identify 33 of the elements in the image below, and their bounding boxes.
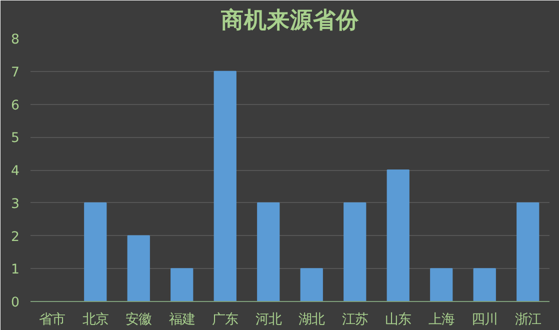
bar: [344, 202, 366, 302]
y-tick-label: 8: [11, 32, 20, 48]
x-tick-label: 山东: [385, 312, 412, 328]
x-tick-label: 广东: [212, 312, 238, 328]
x-tick-label: 安徽: [126, 312, 152, 328]
x-tick-label: 北京: [82, 312, 108, 328]
x-tick-label: 上海: [428, 312, 454, 328]
bar: [257, 202, 280, 302]
y-tick-label: 1: [11, 262, 20, 278]
bar: [214, 70, 236, 302]
x-tick-label: 省市: [39, 312, 66, 328]
chart-title: 商机来源省份: [220, 6, 360, 34]
x-tick-label: 福建: [168, 312, 195, 328]
bar: [473, 268, 496, 302]
bar: [84, 202, 107, 302]
y-tick-label: 7: [11, 65, 20, 80]
bar: [170, 268, 194, 302]
y-tick-label: 4: [11, 164, 20, 179]
x-tick-label: 浙江: [514, 312, 541, 328]
bar: [386, 170, 410, 302]
y-tick-label: 5: [11, 131, 20, 146]
bar: [127, 235, 150, 302]
x-tick-label: 江苏: [342, 312, 368, 328]
y-tick-label: 2: [11, 230, 20, 245]
x-tick-label: 河北: [255, 312, 282, 328]
bar: [300, 268, 323, 302]
y-tick-label: 6: [11, 98, 20, 114]
bar: [516, 202, 540, 302]
x-tick-label: 湖北: [298, 312, 325, 328]
x-tick-label: 四川: [472, 312, 498, 328]
y-tick-label: 3: [11, 196, 20, 212]
bar: [430, 268, 453, 302]
y-tick-label: 0: [11, 296, 20, 310]
